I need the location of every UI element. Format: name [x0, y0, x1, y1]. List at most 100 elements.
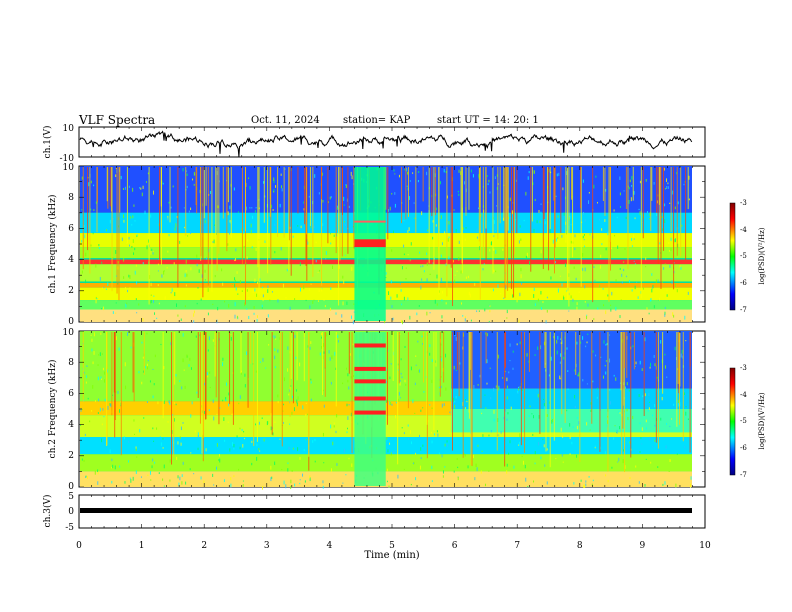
- spec-sferic: [292, 332, 294, 404]
- spec-speckle: [441, 290, 443, 294]
- spec-speckle: [234, 259, 236, 262]
- spec-sferic: [439, 332, 441, 397]
- spec-speckle: [639, 422, 641, 425]
- spec-speckle: [345, 184, 347, 188]
- spec-speckle: [129, 477, 131, 479]
- spec-speckle: [352, 343, 354, 346]
- spec-speckle: [314, 460, 316, 463]
- spec-speckle: [619, 206, 621, 208]
- spec-speckle: [97, 412, 99, 415]
- spec-speckle: [546, 481, 548, 485]
- spec-sferic: [143, 332, 145, 375]
- spec-speckle: [420, 447, 422, 451]
- spec-speckle: [275, 338, 277, 340]
- spec-sferic: [271, 332, 273, 435]
- spec2-ytick: 8: [68, 358, 74, 368]
- spec-speckle: [642, 395, 644, 398]
- spec-burst-line: [354, 239, 386, 248]
- ch1-waveform-line: [79, 130, 693, 157]
- spec-speckle: [207, 288, 209, 292]
- spec-speckle: [91, 338, 93, 342]
- spec-speckle: [307, 241, 309, 245]
- spec-speckle: [185, 481, 187, 485]
- spec-speckle: [253, 312, 255, 315]
- spec-speckle: [212, 241, 214, 243]
- spec-speckle: [163, 400, 165, 404]
- spec-speckle: [315, 241, 317, 244]
- station-label: station= KAP: [343, 115, 411, 126]
- spec-speckle: [318, 192, 320, 195]
- spec-speckle: [666, 294, 668, 297]
- spec-speckle: [271, 291, 273, 293]
- spec-speckle: [352, 320, 354, 325]
- spec-speckle: [335, 451, 337, 455]
- spec-speckle: [176, 303, 178, 307]
- spec-speckle: [668, 250, 670, 252]
- spec-speckle: [244, 384, 246, 388]
- spec-sferic: [446, 167, 448, 297]
- spec-speckle: [346, 301, 348, 305]
- spec-speckle: [111, 466, 113, 469]
- spec-speckle: [181, 386, 183, 390]
- plot-title: VLF Spectra: [79, 113, 156, 127]
- spec-speckle: [256, 443, 258, 447]
- spec-speckle: [432, 220, 434, 223]
- spec-sferic: [339, 167, 341, 261]
- spec-speckle: [644, 484, 646, 487]
- spec-speckle: [179, 240, 181, 244]
- spec-speckle: [626, 382, 628, 386]
- spec-speckle: [297, 224, 299, 227]
- spec-speckle: [297, 447, 299, 452]
- spec-sferic: [530, 167, 532, 272]
- spec-sferic: [392, 332, 394, 381]
- spec-speckle: [346, 198, 348, 202]
- spec-speckle: [313, 225, 315, 229]
- spec-speckle: [128, 440, 130, 444]
- spec-speckle: [540, 249, 542, 254]
- spec-speckle: [406, 185, 408, 187]
- spec-speckle: [237, 293, 239, 295]
- spec-speckle: [332, 441, 334, 446]
- spec-sferic: [348, 332, 350, 374]
- spec-speckle: [595, 175, 597, 178]
- spec-sferic: [277, 167, 279, 238]
- spec-speckle: [654, 404, 656, 408]
- spec-speckle: [526, 353, 528, 357]
- spec-speckle: [291, 470, 293, 472]
- spec-speckle: [249, 207, 251, 209]
- spec-sferic: [504, 167, 506, 299]
- spec-speckle: [251, 440, 253, 443]
- spec-sferic: [624, 332, 626, 368]
- spec-speckle: [493, 387, 495, 392]
- spec-speckle: [163, 366, 165, 370]
- spec-speckle: [654, 424, 656, 427]
- spec-sferic: [89, 167, 91, 274]
- spec-speckle: [554, 261, 556, 264]
- spec-speckle: [313, 299, 315, 301]
- spec-speckle: [336, 205, 338, 210]
- spec-sferic: [497, 167, 499, 239]
- spec-speckle: [250, 223, 252, 228]
- spec-speckle: [582, 179, 584, 183]
- spec-speckle: [135, 264, 137, 267]
- spec-speckle: [314, 439, 316, 442]
- spec-speckle: [521, 282, 523, 285]
- spec-speckle: [222, 399, 224, 402]
- spec-speckle: [287, 346, 289, 350]
- spec-sferic: [303, 332, 305, 382]
- spec-speckle: [441, 315, 443, 319]
- spec-speckle: [134, 247, 136, 251]
- spec-speckle: [403, 296, 405, 301]
- spec-speckle: [594, 279, 596, 282]
- spec-speckle: [541, 307, 543, 310]
- spec-speckle: [163, 464, 165, 469]
- spec-speckle: [431, 465, 433, 470]
- spec-speckle: [300, 225, 302, 229]
- spec-speckle: [285, 484, 287, 489]
- spec-speckle: [159, 436, 161, 438]
- spec-speckle: [516, 299, 518, 303]
- spec-sferic: [660, 167, 662, 289]
- spec-speckle: [175, 223, 177, 228]
- spec-speckle: [533, 415, 535, 419]
- spec-speckle: [307, 345, 309, 348]
